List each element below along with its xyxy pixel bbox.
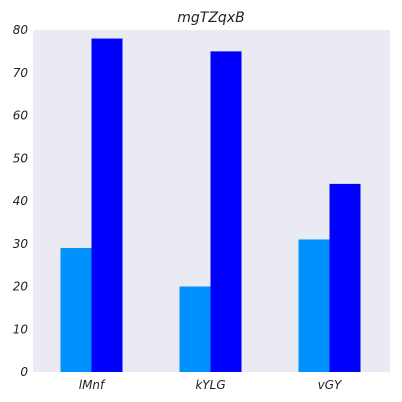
y-tick-label: 60	[13, 109, 29, 123]
y-tick-label: 70	[13, 66, 29, 80]
y-axis-ticks: 0 10 20 30 40 50 60 70 80	[13, 23, 29, 379]
bar-kYLG-series-1	[179, 286, 211, 372]
x-tick-label: kYLG	[195, 378, 225, 392]
y-tick-label: 80	[13, 23, 29, 37]
y-tick-label: 40	[13, 194, 29, 208]
x-axis-ticks: lMnf kYLG vGY	[79, 378, 343, 392]
y-tick-label: 0	[20, 365, 28, 379]
y-tick-label: 10	[13, 322, 29, 336]
x-tick-label: lMnf	[79, 378, 106, 392]
bars-group	[60, 38, 361, 373]
chart-title: mgTZqxB	[177, 10, 244, 26]
bar-lMnf-series-1	[60, 248, 92, 372]
y-tick-label: 20	[13, 280, 29, 294]
bar-vGY-series-1	[298, 239, 330, 372]
bar-vGY-series-2	[329, 183, 361, 372]
x-tick-label: vGY	[318, 378, 343, 392]
bar-lMnf-series-2	[91, 38, 123, 373]
y-tick-label: 50	[13, 151, 29, 165]
bar-kYLG-series-2	[210, 51, 242, 372]
y-tick-label: 30	[13, 237, 29, 251]
